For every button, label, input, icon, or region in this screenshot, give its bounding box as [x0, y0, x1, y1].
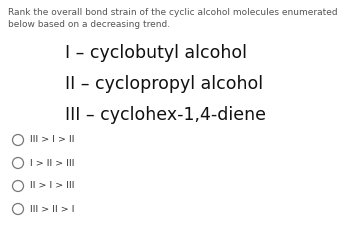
Text: I – cyclobutyl alcohol: I – cyclobutyl alcohol: [65, 44, 247, 62]
Text: I > II > III: I > II > III: [30, 158, 75, 168]
Text: II – cyclopropyl alcohol: II – cyclopropyl alcohol: [65, 75, 263, 93]
Text: III > I > II: III > I > II: [30, 136, 75, 145]
Text: below based on a decreasing trend.: below based on a decreasing trend.: [8, 20, 170, 29]
Text: III > II > I: III > II > I: [30, 204, 75, 214]
Text: II > I > III: II > I > III: [30, 181, 75, 191]
Text: Rank the overall bond strain of the cyclic alcohol molecules enumerated: Rank the overall bond strain of the cycl…: [8, 8, 338, 17]
Text: III – cyclohex-1,4-diene: III – cyclohex-1,4-diene: [65, 106, 266, 124]
